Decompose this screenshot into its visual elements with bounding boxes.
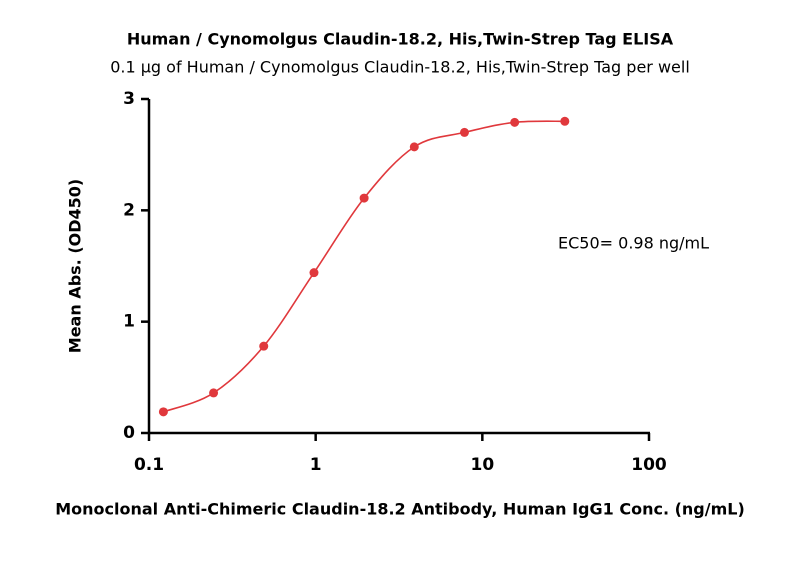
x-tick-label: 0.1 bbox=[134, 455, 164, 475]
chart-subtitle: 0.1 µg of Human / Cynomolgus Claudin-18.… bbox=[110, 58, 690, 77]
data-point bbox=[359, 193, 369, 203]
y-tick-label: 3 bbox=[123, 89, 135, 109]
data-point bbox=[409, 142, 419, 152]
data-point bbox=[309, 268, 319, 278]
y-tick-label: 0 bbox=[123, 423, 135, 443]
y-tick-label: 2 bbox=[123, 200, 135, 220]
annotation: EC50= 0.98 ng/mL bbox=[558, 234, 709, 253]
data-point bbox=[259, 341, 269, 351]
y-axis-label: Mean Abs. (OD450) bbox=[66, 179, 85, 353]
data-point bbox=[510, 117, 520, 127]
data-point bbox=[209, 388, 219, 398]
data-point bbox=[158, 407, 168, 417]
y-tick-label: 1 bbox=[123, 312, 135, 332]
x-tick-label: 1 bbox=[310, 455, 322, 475]
fit-line bbox=[163, 120, 565, 413]
x-tick-label: 100 bbox=[631, 455, 667, 475]
x-axis-label: Monoclonal Anti-Chimeric Claudin-18.2 An… bbox=[55, 500, 745, 519]
chart-title: Human / Cynomolgus Claudin-18.2, His,Twi… bbox=[127, 30, 674, 49]
data-point bbox=[459, 127, 469, 137]
data-point bbox=[560, 116, 570, 126]
x-tick-label: 10 bbox=[470, 455, 494, 475]
